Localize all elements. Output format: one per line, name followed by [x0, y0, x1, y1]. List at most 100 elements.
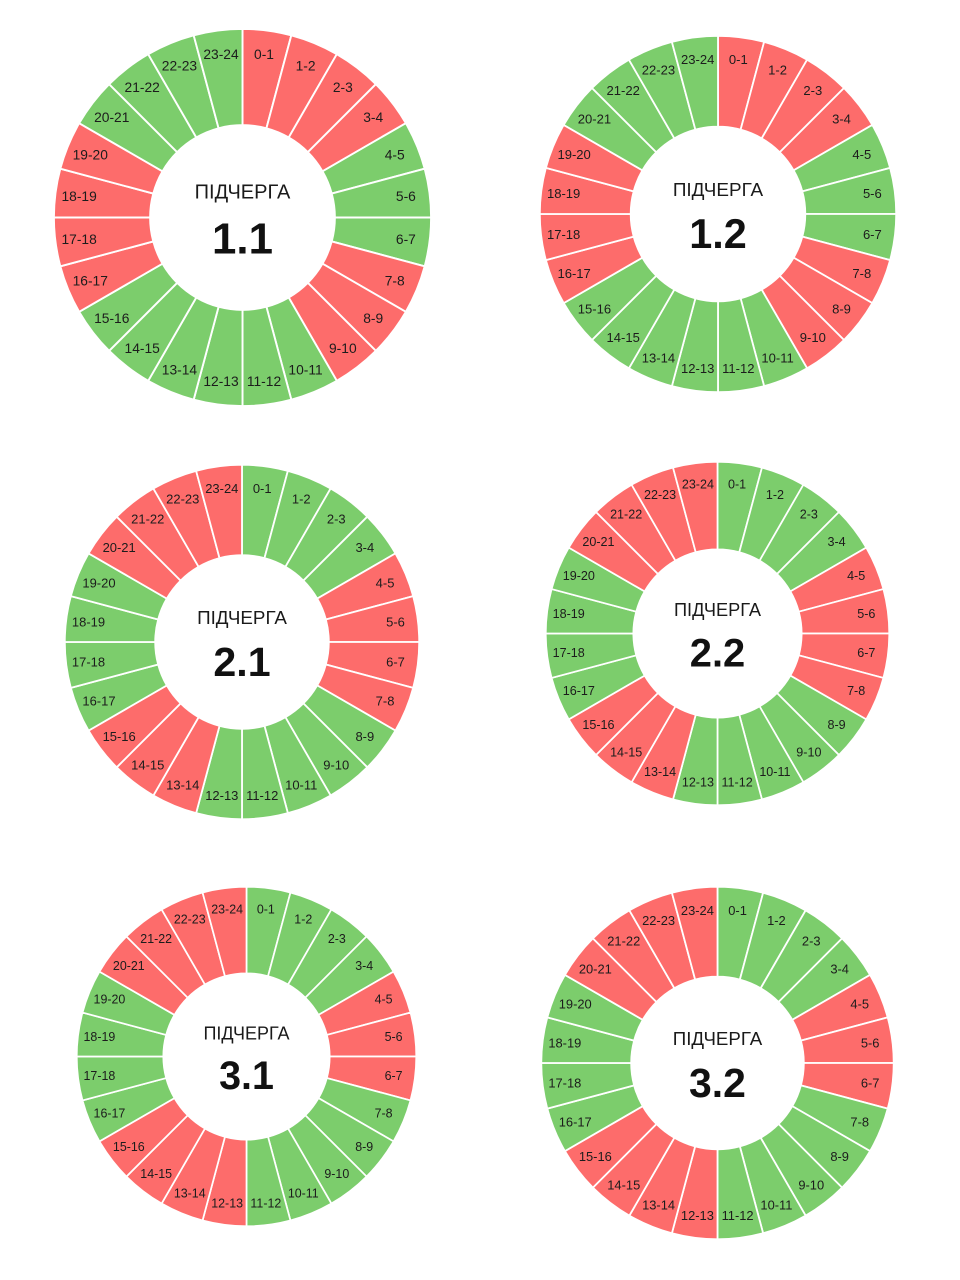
hour-label-20-21: 20-21: [578, 112, 611, 127]
hour-label-9-10: 9-10: [329, 340, 357, 356]
queue-number: 2.2: [690, 631, 745, 675]
hour-segment-23-24: [192, 27, 244, 130]
hour-label-2-3: 2-3: [803, 83, 822, 98]
hour-label-17-18: 17-18: [548, 1076, 581, 1091]
hour-label-3-4: 3-4: [832, 112, 851, 127]
hour-label-3-4: 3-4: [355, 959, 373, 973]
hour-label-6-7: 6-7: [396, 231, 416, 247]
hour-label-3-4: 3-4: [830, 962, 849, 977]
hour-label-12-13: 12-13: [682, 775, 714, 789]
hour-label-4-5: 4-5: [850, 997, 869, 1012]
schedule-donut-1-2: 0-1 1-2 2-3 3-4 4-5 5-6 6-7 7-8 8-9 9-10 10-11 11-1…: [538, 34, 898, 394]
queue-label: ПІДЧЕРГА: [674, 600, 762, 620]
hour-segment-23-24: [670, 885, 719, 981]
hour-label-22-23: 22-23: [642, 63, 675, 78]
hour-label-7-8: 7-8: [852, 266, 871, 281]
hour-label-19-20: 19-20: [73, 146, 109, 162]
hour-label-23-24: 23-24: [681, 903, 714, 918]
hour-label-10-11: 10-11: [285, 778, 317, 793]
hour-label-7-8: 7-8: [376, 694, 395, 709]
hour-label-10-11: 10-11: [288, 1187, 319, 1201]
donut-segments: 0-1 1-2 2-3 3-4 4-5 5-6 6-7 7-8 8-9 9-10 10-11 11-1…: [52, 27, 433, 408]
hour-label-14-15: 14-15: [607, 1178, 640, 1193]
hour-label-15-16: 15-16: [113, 1140, 145, 1154]
hour-label-21-22: 21-22: [607, 933, 640, 948]
hour-label-8-9: 8-9: [363, 310, 383, 326]
hour-label-9-10: 9-10: [796, 746, 821, 760]
donut-segments: 0-1 1-2 2-3 3-4 4-5 5-6 6-7 7-8 8-9 9-10 10-11 11-1…: [540, 885, 895, 1241]
hour-label-2-3: 2-3: [800, 507, 818, 521]
hour-label-23-24: 23-24: [681, 52, 714, 67]
schedule-donut-2-2: 0-1 1-2 2-3 3-4 4-5 5-6 6-7 7-8 8-9 9-10 10-11 11-1…: [544, 460, 891, 807]
queue-number: 3.1: [219, 1054, 274, 1098]
hour-label-12-13: 12-13: [211, 1197, 243, 1211]
hour-label-11-12: 11-12: [246, 788, 278, 803]
hour-label-18-19: 18-19: [548, 1035, 581, 1050]
hour-label-17-18: 17-18: [84, 1069, 116, 1083]
hour-label-0-1: 0-1: [254, 46, 274, 62]
hour-segment-23-24: [670, 34, 719, 131]
schedule-donut-3-2: 0-1 1-2 2-3 3-4 4-5 5-6 6-7 7-8 8-9 9-10 10-11 11-1…: [540, 885, 895, 1241]
queue-number: 2.1: [213, 639, 270, 685]
hour-label-4-5: 4-5: [376, 575, 395, 590]
hour-label-18-19: 18-19: [547, 186, 580, 201]
hour-label-20-21: 20-21: [103, 540, 136, 555]
hour-label-22-23: 22-23: [166, 491, 199, 506]
hour-label-4-5: 4-5: [852, 147, 871, 162]
hour-label-14-15: 14-15: [131, 757, 164, 772]
hour-label-10-11: 10-11: [288, 362, 322, 378]
hour-label-8-9: 8-9: [832, 301, 851, 316]
queue-label: ПІДЧЕРГА: [673, 180, 764, 201]
hour-label-22-23: 22-23: [174, 912, 206, 926]
hour-label-17-18: 17-18: [547, 227, 580, 242]
hour-label-5-6: 5-6: [861, 1035, 880, 1050]
hour-label-5-6: 5-6: [396, 188, 416, 204]
hour-label-0-1: 0-1: [257, 902, 275, 916]
hour-label-13-14: 13-14: [642, 350, 675, 365]
hour-label-7-8: 7-8: [850, 1114, 869, 1129]
hour-label-7-8: 7-8: [847, 684, 865, 698]
hour-label-21-22: 21-22: [131, 512, 164, 527]
hour-label-13-14: 13-14: [644, 765, 676, 779]
hour-label-18-19: 18-19: [72, 614, 105, 629]
hour-label-1-2: 1-2: [766, 488, 784, 502]
hour-label-7-8: 7-8: [385, 273, 405, 289]
hour-label-13-14: 13-14: [642, 1198, 675, 1213]
hour-label-19-20: 19-20: [82, 575, 115, 590]
hour-label-19-20: 19-20: [559, 997, 592, 1012]
hour-label-22-23: 22-23: [644, 488, 676, 502]
hour-label-21-22: 21-22: [140, 932, 172, 946]
hour-label-6-7: 6-7: [386, 655, 405, 670]
hour-label-9-10: 9-10: [798, 1178, 824, 1193]
hour-label-15-16: 15-16: [94, 310, 130, 326]
hour-label-11-12: 11-12: [250, 1197, 281, 1211]
hour-label-5-6: 5-6: [386, 614, 405, 629]
hour-label-14-15: 14-15: [140, 1167, 172, 1181]
hour-label-6-7: 6-7: [863, 227, 882, 242]
queue-label: ПІДЧЕРГА: [203, 1023, 289, 1043]
hour-label-0-1: 0-1: [728, 478, 746, 492]
hour-label-12-13: 12-13: [681, 361, 714, 376]
hour-label-16-17: 16-17: [82, 694, 115, 709]
hour-label-15-16: 15-16: [103, 729, 136, 744]
hour-label-19-20: 19-20: [557, 147, 590, 162]
hour-label-2-3: 2-3: [328, 932, 346, 946]
hour-label-7-8: 7-8: [375, 1106, 393, 1120]
hour-label-1-2: 1-2: [767, 913, 786, 928]
schedule-donut-1-1: 0-1 1-2 2-3 3-4 4-5 5-6 6-7 7-8 8-9 9-10 10-11 11-1…: [52, 27, 433, 408]
hour-label-9-10: 9-10: [324, 1167, 349, 1181]
donut-segments: 0-1 1-2 2-3 3-4 4-5 5-6 6-7 7-8 8-9 9-10 10-11 11-1…: [538, 34, 898, 394]
hour-label-14-15: 14-15: [607, 330, 640, 345]
hour-label-22-23: 22-23: [162, 57, 198, 73]
schedule-donut-3-1: 0-1 1-2 2-3 3-4 4-5 5-6 6-7 7-8 8-9 9-10 10-11 11-1…: [75, 885, 418, 1228]
hour-label-8-9: 8-9: [830, 1149, 849, 1164]
queue-label: ПІДЧЕРГА: [197, 607, 287, 628]
hour-label-19-20: 19-20: [94, 993, 126, 1007]
hour-label-0-1: 0-1: [729, 52, 748, 67]
hour-label-15-16: 15-16: [582, 718, 614, 732]
hour-label-1-2: 1-2: [294, 912, 312, 926]
hour-label-10-11: 10-11: [759, 765, 790, 779]
hour-label-21-22: 21-22: [607, 83, 640, 98]
hour-label-9-10: 9-10: [800, 330, 826, 345]
hour-label-12-13: 12-13: [205, 788, 238, 803]
